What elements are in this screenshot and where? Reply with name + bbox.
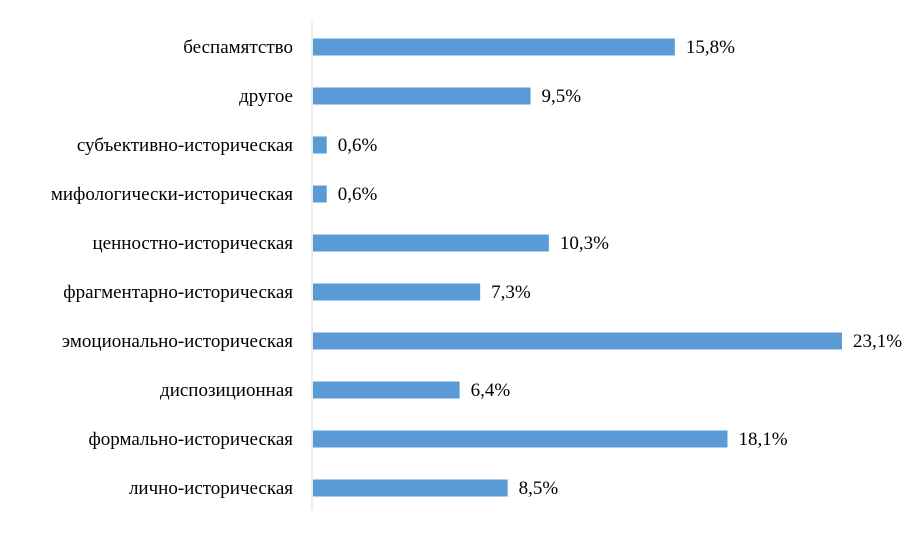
bar-2	[313, 136, 327, 154]
bar-7	[313, 381, 460, 399]
value-labels-group: 15,8% 9,5% 0,6% 0,6% 10,3% 7,3% 23,1% 6,4% 18,1%…	[338, 37, 903, 499]
bar-0	[313, 38, 675, 56]
category-label-0: беспамятство	[183, 37, 293, 58]
bars-group	[313, 38, 842, 497]
value-label-5: 7,3%	[491, 282, 531, 303]
category-labels-group: беспамятство другое субъективно-историческ…	[51, 37, 293, 499]
value-label-9: 8,5%	[519, 478, 559, 499]
category-label-4: ценностно-историческая	[93, 233, 294, 254]
value-label-6: 23,1%	[853, 331, 902, 352]
value-label-3: 0,6%	[338, 184, 378, 205]
bar-8	[313, 430, 728, 448]
category-label-2: субъективно-историческая	[77, 135, 293, 156]
bar-1	[313, 87, 531, 105]
category-label-5: фрагментарно-историческая	[63, 282, 293, 303]
value-label-7: 6,4%	[471, 380, 511, 401]
value-label-8: 18,1%	[738, 429, 787, 450]
bar-3	[313, 185, 327, 203]
category-label-1: другое	[239, 86, 293, 107]
category-label-8: формально-историческая	[89, 429, 294, 450]
value-label-2: 0,6%	[338, 135, 378, 156]
bar-6	[313, 332, 842, 350]
value-label-1: 9,5%	[542, 86, 582, 107]
category-label-6: эмоционально-историческая	[62, 331, 293, 352]
category-label-3: мифологически-историческая	[51, 184, 293, 205]
category-label-7: диспозиционная	[160, 380, 293, 401]
bar-4	[313, 234, 549, 252]
value-label-0: 15,8%	[686, 37, 735, 58]
bar-9	[313, 479, 508, 497]
value-label-4: 10,3%	[560, 233, 609, 254]
category-label-9: лично-историческая	[129, 478, 293, 499]
bar-5	[313, 283, 481, 301]
